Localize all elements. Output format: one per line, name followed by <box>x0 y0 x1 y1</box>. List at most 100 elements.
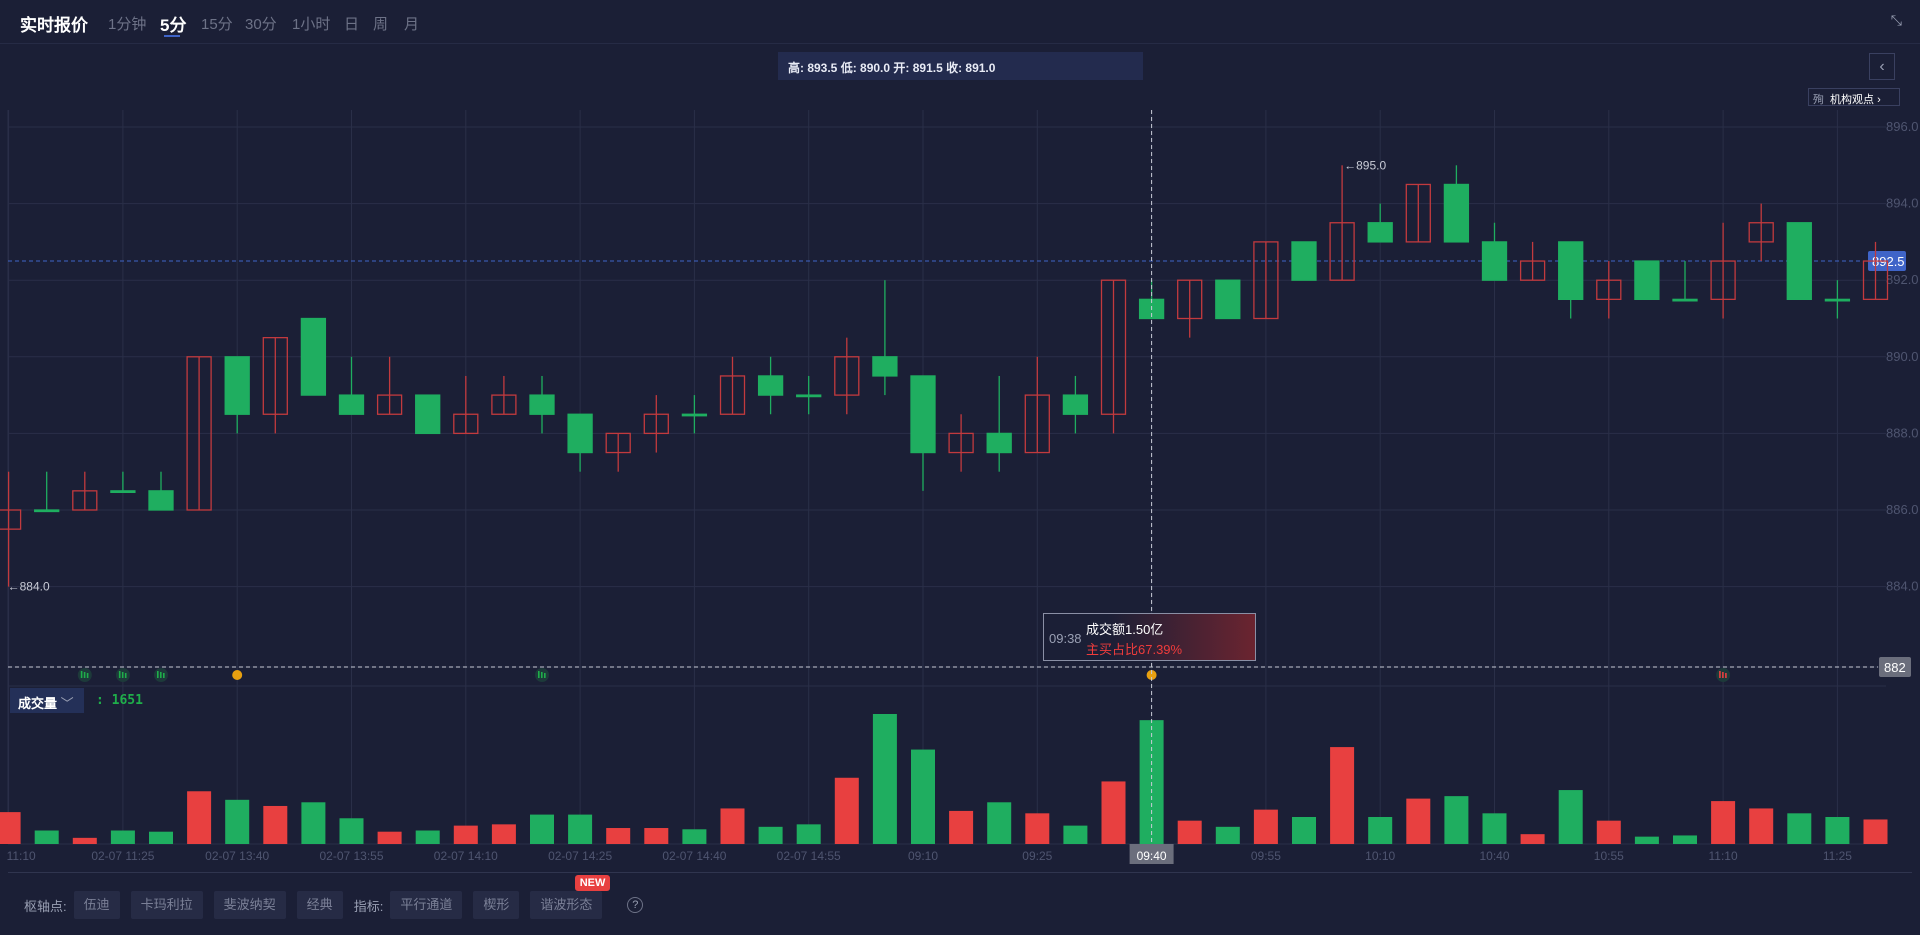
candle-body <box>0 509 22 530</box>
volume-bar <box>1596 820 1621 844</box>
page-title: 实时报价 <box>20 16 88 35</box>
pivot-classic-button[interactable]: 经典 <box>296 891 343 919</box>
marker-bar <box>1719 671 1721 678</box>
tab-5[interactable]: 日 <box>344 16 360 33</box>
x-axis-label: 10:40 <box>1479 849 1509 863</box>
candle-body <box>1786 222 1812 300</box>
candle <box>0 471 22 587</box>
volume-bar <box>149 831 173 844</box>
price-tick: 892.0 <box>1886 272 1919 287</box>
tab-3[interactable]: 30分 <box>245 16 277 33</box>
marker-bar <box>544 673 546 678</box>
x-axis-label: 02-07 13:55 <box>319 849 383 863</box>
candle-body <box>1519 260 1546 281</box>
x-axis-label: 09:25 <box>1022 849 1052 863</box>
candle <box>72 471 98 511</box>
views-prefix: 殉 <box>1813 94 1824 106</box>
tab-7[interactable]: 月 <box>404 16 420 33</box>
crosshair-price-label: 882 <box>1884 660 1906 675</box>
volume-bar <box>682 829 707 844</box>
help-icon[interactable]: ? <box>627 897 644 913</box>
candle <box>1367 203 1393 243</box>
wedge-button[interactable]: 楔形 <box>473 891 520 919</box>
indicator-label: 指标: <box>353 898 384 914</box>
candle <box>948 414 974 472</box>
x-axis-label: 09:40 <box>1137 849 1167 863</box>
candle <box>1291 241 1317 281</box>
candle-body <box>453 413 479 435</box>
candle-body <box>1443 183 1470 243</box>
volume-bar <box>1330 747 1355 844</box>
x-axis-label: 11:25 <box>1823 849 1852 863</box>
candle-body <box>605 432 631 454</box>
volume-indicator-select[interactable]: 成交量 ﹀ <box>10 688 84 713</box>
candle-body <box>872 356 898 377</box>
ohlc-info: 高: 893.5 低: 890.0 开: 891.5 收: 891.0 <box>778 52 1143 80</box>
institution-views-button[interactable]: 殉机构观点 › <box>1808 88 1900 106</box>
harmonic-pattern-button[interactable]: 谐波形态 NEW <box>530 875 611 919</box>
tab-1[interactable]: 5分 <box>160 16 187 35</box>
candle <box>529 375 555 434</box>
candle-body <box>681 413 708 417</box>
candle-body <box>986 432 1012 454</box>
tab-6[interactable]: 周 <box>373 16 389 33</box>
current-price-label: 892.5 <box>1872 254 1905 269</box>
shrink-arrows-icon[interactable]: ⤡ <box>1890 12 1902 28</box>
new-badge: NEW <box>574 875 611 891</box>
volume-bar <box>872 714 897 844</box>
candle <box>110 471 136 494</box>
candle <box>1519 241 1546 281</box>
chevron-left-icon: ‹ <box>1879 58 1885 75</box>
tooltip-time: 09:38 <box>1049 631 1082 646</box>
volume-bar <box>491 824 516 844</box>
volume-bar <box>1558 790 1583 844</box>
candle-body <box>1710 260 1736 300</box>
candle-body <box>719 375 746 415</box>
candle-body <box>186 356 212 511</box>
candle <box>1786 222 1812 300</box>
candle <box>719 356 746 415</box>
pivot-woodie-button[interactable]: 伍迪 <box>73 891 120 919</box>
candle <box>34 471 60 513</box>
volume-bar <box>187 791 212 844</box>
tab-4[interactable]: 1小时 <box>292 16 331 33</box>
tab-0[interactable]: 1分钟 <box>108 16 147 33</box>
pivot-fibonacci-button[interactable]: 斐波纳契 <box>213 891 286 919</box>
candle <box>148 471 174 511</box>
volume-bar <box>1787 813 1812 844</box>
candle-body <box>1367 222 1393 243</box>
crosshair-price-tag <box>1879 657 1911 677</box>
collapse-panel-button[interactable]: ‹ <box>1869 53 1895 80</box>
high-annotation: ←895.0 <box>1344 158 1386 172</box>
volume-bar <box>1749 808 1774 844</box>
marker-bar <box>118 671 121 678</box>
tab-2[interactable]: 15分 <box>201 16 233 33</box>
candle <box>1024 356 1050 454</box>
parallel-channel-button[interactable]: 平行通道 <box>390 891 463 919</box>
chevron-right-icon: › <box>1877 94 1881 106</box>
x-axis-label: 02-07 14:25 <box>548 849 612 863</box>
candle <box>796 375 822 415</box>
candle <box>1443 165 1470 243</box>
bottom-toolbar: 枢轴点: 伍迪 卡玛利拉 斐波纳契 经典 指标: 平行通道 楔形 谐波形态 NEW… <box>24 875 644 919</box>
candle <box>1824 280 1851 319</box>
candle-body <box>910 375 936 454</box>
volume-bar <box>339 818 364 844</box>
volume-bar <box>1368 816 1393 844</box>
candle <box>491 375 517 415</box>
volume-bar <box>34 830 59 844</box>
volume-bar <box>0 812 21 844</box>
candle <box>643 395 669 453</box>
pivot-camarilla-button[interactable]: 卡玛利拉 <box>130 891 203 919</box>
candle-body <box>796 394 822 398</box>
candle <box>567 413 593 472</box>
price-tick: 886.0 <box>1886 502 1919 517</box>
marker-bar <box>538 671 540 678</box>
candle-body <box>376 394 403 415</box>
candle-body <box>643 413 669 435</box>
volume-bar <box>1634 836 1659 844</box>
price-tick: 894.0 <box>1886 196 1919 211</box>
volume-bar <box>225 799 250 844</box>
candle <box>186 356 212 511</box>
